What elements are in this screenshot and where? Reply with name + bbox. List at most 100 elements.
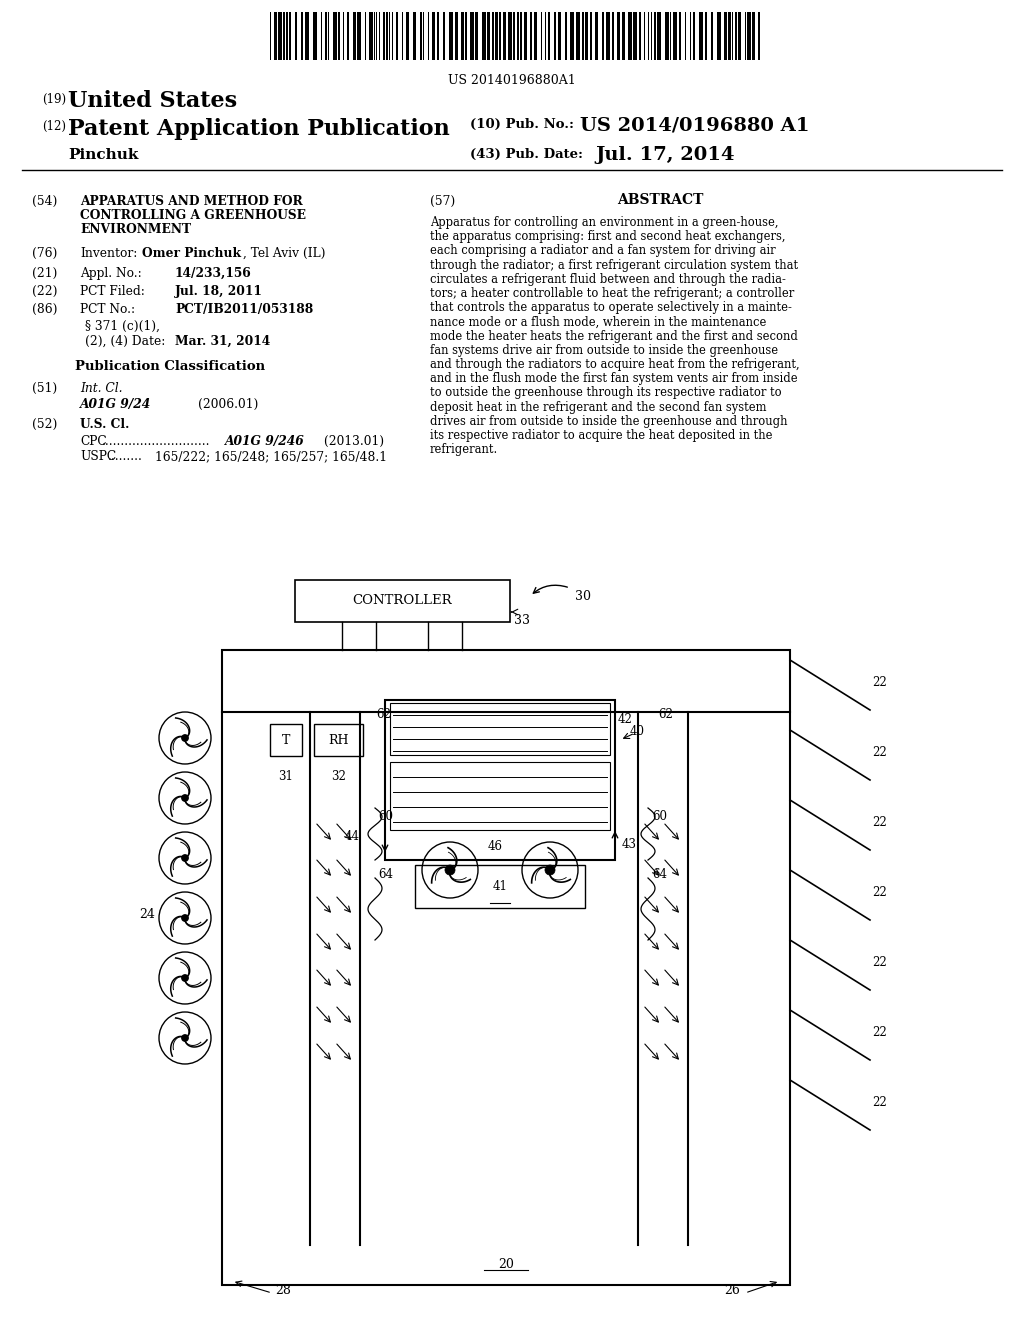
Text: (76): (76)	[32, 247, 57, 260]
Bar	[524, 12, 527, 59]
Bar	[470, 12, 474, 59]
Bar	[274, 12, 278, 59]
Text: tors; a heater controllable to heat the refrigerant; a controller: tors; a heater controllable to heat the …	[430, 286, 795, 300]
Bar	[657, 12, 662, 59]
Bar	[699, 12, 703, 59]
Text: 20: 20	[498, 1258, 514, 1271]
Bar	[305, 12, 309, 59]
Bar	[347, 12, 349, 59]
Bar	[270, 723, 302, 756]
Text: RH: RH	[329, 734, 349, 747]
Text: US 20140196880A1: US 20140196880A1	[449, 74, 575, 87]
Bar	[665, 12, 669, 59]
Text: PCT No.:: PCT No.:	[80, 304, 135, 315]
Bar	[595, 12, 598, 59]
Text: 22: 22	[872, 676, 887, 689]
Text: CONTROLLER: CONTROLLER	[352, 594, 453, 607]
Text: (57): (57)	[430, 195, 456, 209]
Text: 31: 31	[279, 770, 294, 783]
Text: refrigerant.: refrigerant.	[430, 444, 499, 457]
Bar	[301, 12, 303, 59]
Text: (21): (21)	[32, 267, 57, 280]
Text: (22): (22)	[32, 285, 57, 298]
Circle shape	[545, 865, 555, 875]
Text: PCT/IB2011/053188: PCT/IB2011/053188	[175, 304, 313, 315]
Bar	[338, 12, 340, 59]
Text: Appl. No.:: Appl. No.:	[80, 267, 141, 280]
Bar	[325, 12, 327, 59]
Text: CONTROLLING A GREENHOUSE: CONTROLLING A GREENHOUSE	[80, 209, 306, 222]
Bar	[534, 12, 537, 59]
Bar	[520, 12, 522, 59]
Text: 32: 32	[331, 770, 346, 783]
Text: (54): (54)	[32, 195, 57, 209]
Text: 165/222; 165/248; 165/257; 165/48.1: 165/222; 165/248; 165/257; 165/48.1	[155, 450, 387, 463]
Text: 40: 40	[630, 725, 645, 738]
Text: Jul. 18, 2011: Jul. 18, 2011	[175, 285, 263, 298]
Text: 26: 26	[724, 1283, 740, 1296]
Text: 60: 60	[652, 810, 667, 822]
Bar	[705, 12, 707, 59]
Bar	[628, 12, 632, 59]
Text: 42: 42	[618, 713, 633, 726]
Text: 22: 22	[872, 746, 887, 759]
Bar	[222, 649, 790, 1284]
Bar	[289, 12, 291, 59]
Text: 33: 33	[514, 614, 530, 627]
Text: A01G 9/24: A01G 9/24	[80, 399, 152, 411]
Bar	[554, 12, 556, 59]
Text: (19): (19)	[42, 92, 67, 106]
Bar	[654, 12, 656, 59]
Bar	[492, 12, 494, 59]
Text: (12): (12)	[42, 120, 66, 133]
Bar	[752, 12, 755, 59]
Circle shape	[181, 913, 188, 921]
Text: and through the radiators to acquire heat from the refrigerant,: and through the radiators to acquire hea…	[430, 358, 800, 371]
Text: 64: 64	[652, 869, 667, 880]
Circle shape	[181, 1034, 188, 1041]
Text: 22: 22	[872, 1026, 887, 1039]
Text: 64: 64	[378, 869, 393, 880]
Text: 43: 43	[622, 838, 637, 851]
Bar	[558, 12, 561, 59]
Bar	[530, 12, 532, 59]
Text: USPC: USPC	[80, 450, 116, 463]
Text: (2), (4) Date:: (2), (4) Date:	[85, 335, 165, 348]
Text: 30: 30	[575, 590, 591, 603]
Text: Patent Application Publication: Patent Application Publication	[68, 117, 450, 140]
Text: that controls the apparatus to operate selectively in a mainte-: that controls the apparatus to operate s…	[430, 301, 792, 314]
Text: 62: 62	[658, 708, 673, 721]
Bar	[385, 700, 615, 861]
Bar	[758, 12, 760, 59]
Bar	[673, 12, 677, 59]
Circle shape	[181, 974, 188, 982]
Bar	[499, 12, 501, 59]
Bar	[622, 12, 625, 59]
Text: (86): (86)	[32, 304, 57, 315]
Bar	[357, 12, 361, 59]
Text: 28: 28	[275, 1283, 291, 1296]
Bar	[353, 12, 356, 59]
Text: T: T	[282, 734, 290, 747]
Bar	[513, 12, 515, 59]
Bar	[413, 12, 416, 59]
Text: § 371 (c)(1),: § 371 (c)(1),	[85, 319, 160, 333]
Bar	[746, 12, 751, 59]
Bar	[390, 704, 610, 755]
Text: 22: 22	[872, 1096, 887, 1109]
Bar	[606, 12, 610, 59]
Bar	[415, 865, 585, 908]
Bar	[314, 723, 362, 756]
Text: Pinchuk: Pinchuk	[68, 148, 138, 162]
Bar	[443, 12, 445, 59]
Text: deposit heat in the refrigerant and the second fan system: deposit heat in the refrigerant and the …	[430, 400, 767, 413]
Text: 60: 60	[378, 810, 393, 822]
Text: U.S. Cl.: U.S. Cl.	[80, 418, 129, 432]
Text: (10) Pub. No.:: (10) Pub. No.:	[470, 117, 574, 131]
Text: PCT Filed:: PCT Filed:	[80, 285, 144, 298]
Text: 62: 62	[376, 708, 391, 721]
Bar	[639, 12, 641, 59]
Text: Apparatus for controlling an environment in a green-house,: Apparatus for controlling an environment…	[430, 216, 778, 228]
Bar	[386, 12, 388, 59]
Bar	[295, 12, 297, 59]
